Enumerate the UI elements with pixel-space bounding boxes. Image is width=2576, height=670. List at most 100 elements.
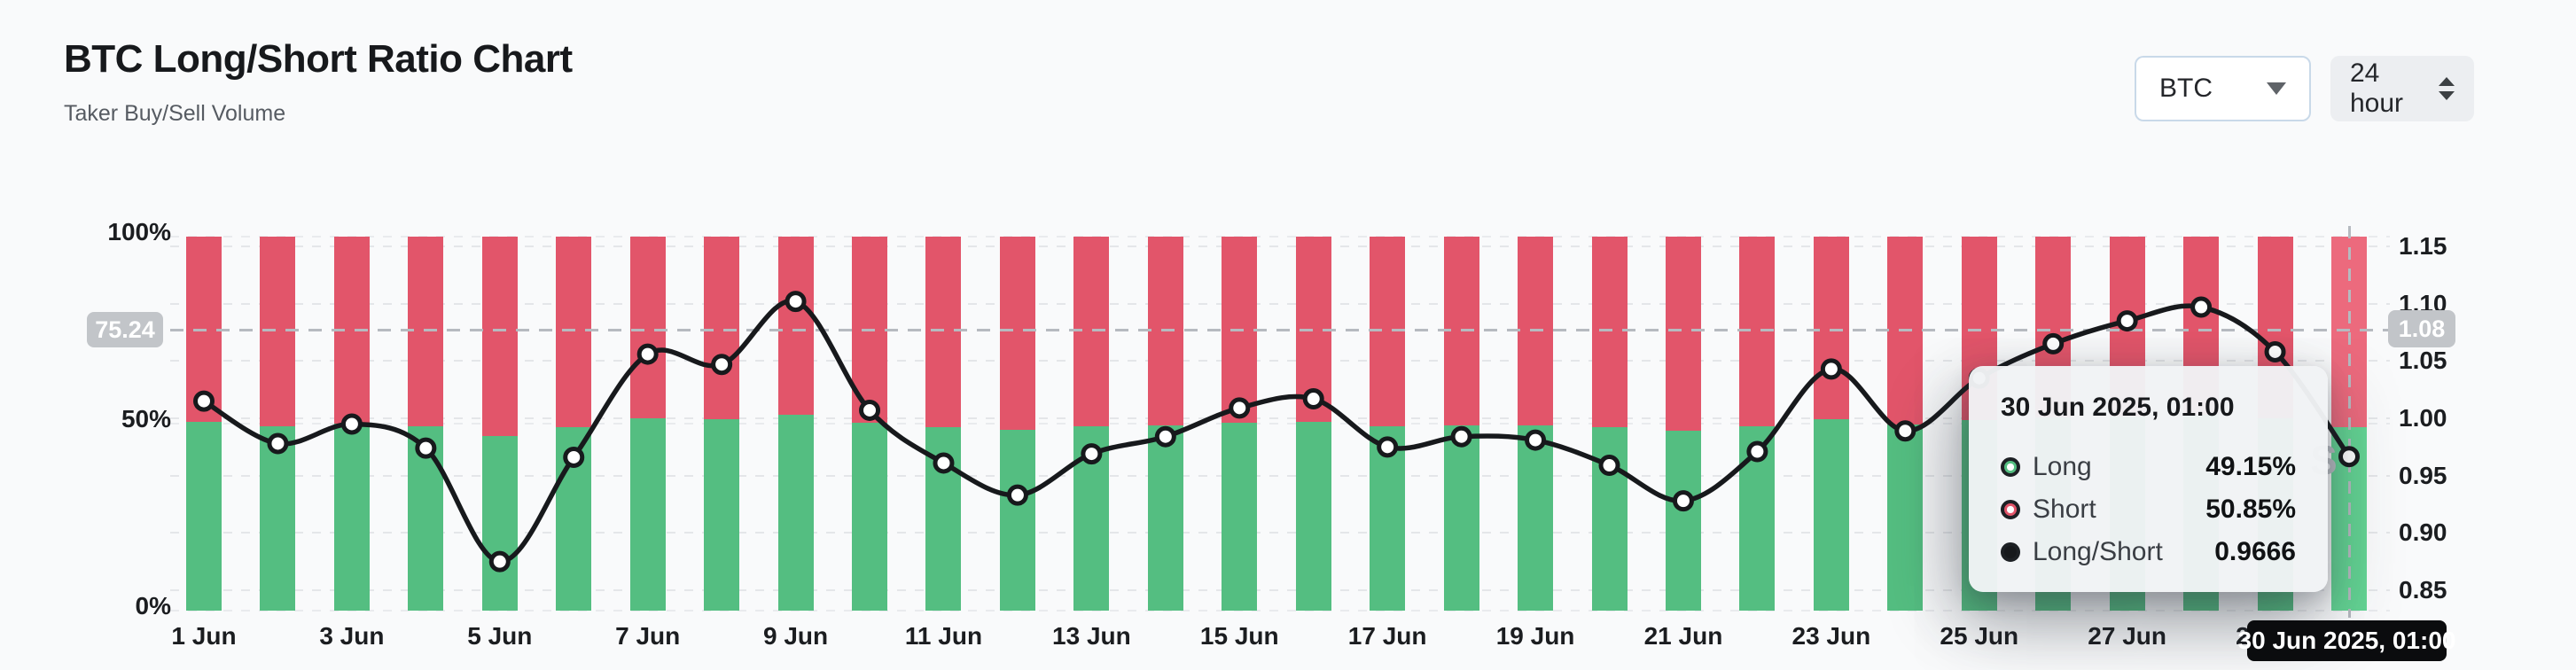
line-point-28-Jun[interactable] <box>2190 296 2213 318</box>
page-subtitle: Taker Buy/Sell Volume <box>64 101 286 126</box>
x-axis-tick-25-Jun: 25 Jun <box>1940 622 2019 650</box>
tooltip-short-label: Short <box>2033 495 2096 524</box>
crosshair-date-tag: 30 Jun 2025, 01:00 <box>2238 620 2455 661</box>
bar-short-12-Jun[interactable] <box>999 237 1035 431</box>
line-point-16-Jun[interactable] <box>1302 388 1324 410</box>
bar-short-5-Jun[interactable] <box>481 237 518 436</box>
line-point-10-Jun[interactable] <box>859 399 881 421</box>
bar-long-2-Jun[interactable] <box>260 425 296 611</box>
page-title: BTC Long/Short Ratio Chart <box>64 37 573 81</box>
right-axis-tick-0.95: 0.95 <box>2399 461 2447 489</box>
bar-short-8-Jun[interactable] <box>704 237 740 420</box>
line-point-11-Jun[interactable] <box>933 452 955 474</box>
line-point-1-Jun[interactable] <box>193 390 215 412</box>
bar-short-23-Jun[interactable] <box>1813 237 1849 420</box>
x-axis-tick-1-Jun: 1 Jun <box>171 622 237 650</box>
x-axis-tick-27-Jun: 27 Jun <box>2088 622 2166 650</box>
chevron-down-icon <box>2267 82 2286 95</box>
line-point-24-Jun[interactable] <box>1894 420 1916 442</box>
bar-long-10-Jun[interactable] <box>852 423 888 611</box>
bar-short-6-Jun[interactable] <box>556 237 592 427</box>
line-point-17-Jun[interactable] <box>1377 436 1399 458</box>
line-point-26-Jun[interactable] <box>2042 332 2065 354</box>
bar-long-23-Jun[interactable] <box>1813 419 1849 611</box>
bar-short-20-Jun[interactable] <box>1591 237 1628 428</box>
line-point-12-Jun[interactable] <box>1006 484 1028 506</box>
bar-long-21-Jun[interactable] <box>1665 431 1701 611</box>
bar-long-19-Jun[interactable] <box>1518 425 1554 611</box>
tooltip-row-short: Short 50.85% <box>2001 488 2296 531</box>
right-axis-tick-1.05: 1.05 <box>2399 347 2447 375</box>
bar-long-1-Jun[interactable] <box>186 422 222 611</box>
x-axis-tick-15-Jun: 15 Jun <box>1199 622 1279 650</box>
bar-long-16-Jun[interactable] <box>1295 422 1331 611</box>
left-axis-tick-50%: 50% <box>121 405 171 432</box>
short-series-icon <box>2001 500 2020 519</box>
gridline-percent-50 <box>170 423 2390 425</box>
tooltip-ratio-label: Long/Short <box>2033 537 2163 566</box>
crosshair-horizontal-line <box>170 329 2390 331</box>
bar-short-21-Jun[interactable] <box>1665 237 1701 432</box>
line-point-30-Jun[interactable] <box>2338 446 2360 468</box>
crosshair-left-axis-badge: 75.24 <box>87 312 163 347</box>
x-axis-tick-17-Jun: 17 Jun <box>1347 622 1427 650</box>
bar-long-12-Jun[interactable] <box>999 430 1035 611</box>
line-point-6-Jun[interactable] <box>563 446 585 468</box>
bar-short-9-Jun[interactable] <box>777 237 814 415</box>
x-axis-tick-13-Jun: 13 Jun <box>1052 622 1131 650</box>
symbol-select-value: BTC <box>2159 74 2213 103</box>
x-axis-tick-19-Jun: 19 Jun <box>1495 622 1575 650</box>
line-point-14-Jun[interactable] <box>1154 425 1176 448</box>
line-point-23-Jun[interactable] <box>1820 358 1842 380</box>
x-axis-tick-11-Jun: 11 Jun <box>904 622 983 650</box>
bar-long-3-Jun[interactable] <box>333 424 370 611</box>
line-point-9-Jun[interactable] <box>785 291 807 313</box>
interval-select[interactable]: 24 hour <box>2330 56 2474 121</box>
bar-long-14-Jun[interactable] <box>1147 425 1183 611</box>
x-axis-tick-23-Jun: 23 Jun <box>1791 622 1871 650</box>
bar-long-9-Jun[interactable] <box>777 414 814 611</box>
gridline-ratio-0.9 <box>170 532 2390 534</box>
line-point-7-Jun[interactable] <box>636 343 659 365</box>
bar-long-18-Jun[interactable] <box>1443 425 1479 611</box>
x-axis-tick-5-Jun: 5 Jun <box>467 622 533 650</box>
line-point-3-Jun[interactable] <box>340 413 363 435</box>
line-point-4-Jun[interactable] <box>415 437 437 459</box>
bar-long-8-Jun[interactable] <box>704 419 740 611</box>
line-point-5-Jun[interactable] <box>488 550 511 573</box>
line-point-21-Jun[interactable] <box>1672 490 1694 512</box>
x-axis-tick-9-Jun: 9 Jun <box>763 622 829 650</box>
x-axis-tick-3-Jun: 3 Jun <box>319 622 385 650</box>
gridline-ratio-1 <box>170 417 2390 419</box>
line-point-18-Jun[interactable] <box>1450 425 1472 448</box>
bar-long-15-Jun[interactable] <box>1222 423 1258 611</box>
line-point-27-Jun[interactable] <box>2116 310 2138 332</box>
tooltip-long-label: Long <box>2033 452 2092 481</box>
line-point-20-Jun[interactable] <box>1598 455 1620 477</box>
crosshair-vertical-line <box>2348 226 2351 618</box>
tooltip-ratio-value: 0.9666 <box>2214 537 2296 566</box>
bar-short-11-Jun[interactable] <box>925 237 962 428</box>
line-point-8-Jun[interactable] <box>711 354 733 376</box>
bar-short-7-Jun[interactable] <box>629 237 666 419</box>
bar-short-13-Jun[interactable] <box>1073 237 1110 427</box>
x-axis-tick-7-Jun: 7 Jun <box>615 622 681 650</box>
bar-long-7-Jun[interactable] <box>629 418 666 611</box>
line-point-13-Jun[interactable] <box>1081 443 1103 465</box>
line-point-22-Jun[interactable] <box>1746 440 1768 463</box>
tooltip-long-value: 49.15% <box>2205 452 2296 481</box>
symbol-select[interactable]: BTC <box>2135 56 2311 121</box>
line-point-2-Jun[interactable] <box>267 432 289 455</box>
gridline-ratio-0.85 <box>170 588 2390 591</box>
tooltip-title: 30 Jun 2025, 01:00 <box>2001 393 2235 422</box>
bar-long-5-Jun[interactable] <box>481 435 518 611</box>
left-axis-tick-0%: 0% <box>135 592 171 619</box>
x-axis-tick-21-Jun: 21 Jun <box>1643 622 1723 650</box>
line-point-15-Jun[interactable] <box>1229 397 1251 419</box>
gridline-ratio-1.15 <box>170 245 2390 247</box>
bar-long-24-Jun[interactable] <box>1887 425 1924 611</box>
tooltip-row-ratio: Long/Short 0.9666 <box>2001 531 2296 573</box>
line-point-29-Jun[interactable] <box>2264 340 2286 362</box>
line-point-19-Jun[interactable] <box>1525 429 1547 451</box>
